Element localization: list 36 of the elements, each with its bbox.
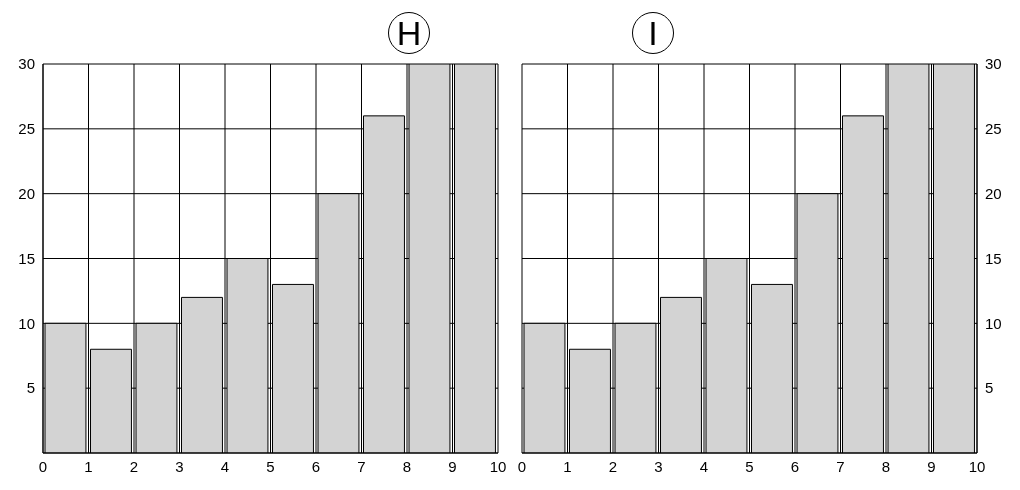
x-tick-label: 1 (84, 457, 93, 475)
y-tick-label: 25 (18, 120, 35, 138)
x-tick-label: 3 (654, 457, 663, 475)
x-tick-label: 7 (836, 457, 845, 475)
x-tick-label: 6 (790, 457, 800, 475)
y-tick-label: 5 (26, 379, 35, 397)
x-tick-label: 2 (608, 457, 618, 475)
x-tick-label: 10 (968, 457, 986, 475)
y-tick-label: 10 (985, 314, 1002, 332)
x-tick-label: 9 (448, 457, 457, 475)
x-tick-label: 1 (563, 457, 572, 475)
x-tick-label: 8 (402, 457, 412, 475)
y-tick-label: 30 (985, 55, 1002, 73)
y-tick-label: 15 (985, 249, 1002, 267)
y-tick-label: 20 (985, 184, 1002, 202)
x-tick-label: 10 (489, 457, 507, 475)
x-tick-label: 0 (517, 457, 527, 475)
x-tick-label: 4 (220, 457, 230, 475)
x-tick-label: 7 (357, 457, 366, 475)
chart-title: I (632, 12, 674, 54)
x-tick-label: 5 (266, 457, 275, 475)
y-tick-label: 20 (18, 184, 35, 202)
x-tick-label: 5 (745, 457, 754, 475)
y-tick-label: 10 (18, 314, 35, 332)
y-tick-label: 5 (985, 379, 994, 397)
x-tick-label: 0 (38, 457, 48, 475)
x-tick-label: 2 (129, 457, 139, 475)
y-tick-label: 30 (18, 55, 35, 73)
y-tick-label: 25 (985, 120, 1002, 138)
x-tick-label: 3 (175, 457, 184, 475)
y-tick-label: 15 (18, 249, 35, 267)
x-tick-label: 4 (699, 457, 709, 475)
chart-title: H (388, 12, 430, 54)
x-tick-label: 9 (927, 457, 936, 475)
x-tick-label: 6 (311, 457, 321, 475)
x-tick-label: 8 (881, 457, 891, 475)
